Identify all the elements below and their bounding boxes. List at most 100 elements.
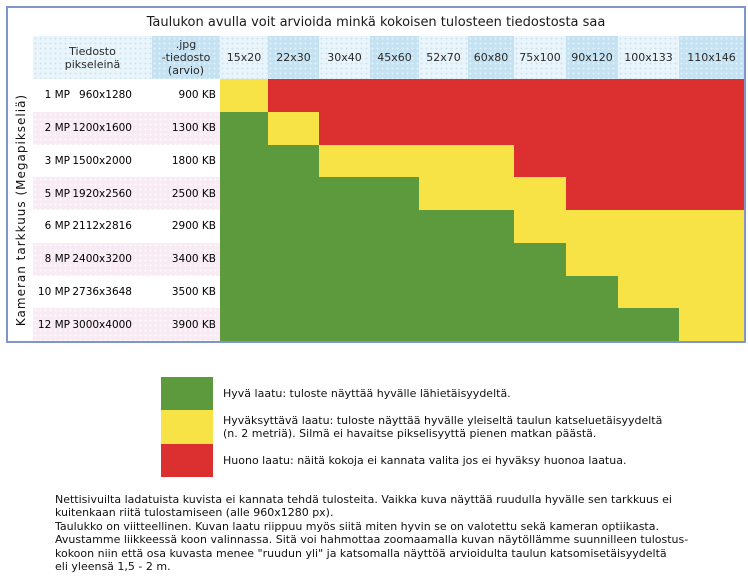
quality-cell <box>566 308 618 341</box>
quality-cell <box>419 79 468 112</box>
quality-cell <box>618 79 679 112</box>
quality-cell <box>566 177 618 210</box>
quality-cell <box>370 144 419 178</box>
table-header-row: Tiedosto pikseleinä .jpg -tiedosto (arvi… <box>8 36 744 79</box>
quality-cell <box>468 177 514 210</box>
quality-cell <box>514 242 566 276</box>
row-left-labels: 6 MP 2112x2816 2900 KB <box>33 210 220 243</box>
quality-cell <box>220 177 268 210</box>
pixels-cell: 2736x3648 <box>72 285 132 298</box>
quality-cell <box>419 111 468 145</box>
quality-cell <box>566 111 618 145</box>
header-print-sizes: 15x20 22x30 30x40 45x60 52x70 60x80 75x100 90x1… <box>220 36 744 79</box>
quality-cell <box>468 144 514 178</box>
header-spacer <box>8 36 33 79</box>
pixels-cell: 3000x4000 <box>72 318 132 331</box>
quality-cell <box>370 275 419 309</box>
footer-notes: Nettisivuilta ladatuista kuvista ei kann… <box>55 493 689 574</box>
quality-cell <box>268 275 319 309</box>
quality-cell <box>268 210 319 243</box>
quality-cell <box>679 79 744 112</box>
quality-cell <box>319 210 370 243</box>
row-left-labels: 12 MP 3000x4000 3900 KB <box>33 308 220 341</box>
legend-label: Huono laatu: näitä kokoja ei kannata val… <box>223 454 627 467</box>
quality-cell <box>319 79 370 112</box>
jpg-size-cell: 3500 KB <box>171 285 216 298</box>
jpg-size-cell: 900 KB <box>178 89 216 102</box>
table-row: 12 MP 3000x4000 3900 KB <box>8 308 744 341</box>
quality-cell <box>370 308 419 341</box>
quality-cell <box>419 177 468 210</box>
legend-swatch-R <box>161 444 213 477</box>
row-left-labels: 3 MP 1500x2000 1800 KB <box>33 145 220 178</box>
quality-cell <box>319 242 370 276</box>
quality-cell <box>268 308 319 341</box>
row-left-labels: 8 MP 2400x3200 3400 KB <box>33 242 220 276</box>
quality-cell <box>618 111 679 145</box>
header-size-15x20: 15x20 <box>220 36 268 79</box>
print-size-table: Taulukon avulla voit arvioida minkä koko… <box>6 6 746 343</box>
header-jpg-column: .jpg -tiedosto (arvio) <box>152 36 220 79</box>
jpg-size-cell: 3400 KB <box>171 253 216 266</box>
row-left-labels: 1 MP 960x1280 900 KB <box>33 79 220 112</box>
row-left-strip <box>8 242 33 276</box>
legend-swatch-Y <box>161 410 213 444</box>
jpg-size-cell: 2900 KB <box>171 220 216 233</box>
row-left-strip <box>8 111 33 145</box>
quality-cell <box>419 275 468 309</box>
table-row: 5 MP 1920x2560 2500 KB <box>8 177 744 210</box>
row-left-strip <box>8 177 33 210</box>
quality-cell <box>514 275 566 309</box>
quality-cell <box>679 177 744 210</box>
quality-cell <box>679 111 744 145</box>
quality-cell <box>220 242 268 276</box>
mp-cell: 6 MP <box>44 220 70 233</box>
quality-cell <box>220 111 268 145</box>
legend-label: Hyväksyttävä laatu: tuloste näyttää hyvä… <box>223 414 663 440</box>
legend-item: Huono laatu: näitä kokoja ei kannata val… <box>161 444 743 477</box>
row-left-strip <box>8 275 33 309</box>
mp-cell: 1 MP <box>44 89 70 102</box>
jpg-size-cell: 2500 KB <box>171 187 216 200</box>
header-size-110x146: 110x146 <box>679 36 744 79</box>
quality-cell <box>268 144 319 178</box>
quality-cell <box>468 275 514 309</box>
quality-cell <box>679 308 744 341</box>
row-left-strip <box>8 144 33 178</box>
pixels-cell: 1920x2560 <box>72 187 132 200</box>
quality-cell <box>566 210 618 243</box>
table-title: Taulukon avulla voit arvioida minkä koko… <box>146 14 606 30</box>
jpg-size-cell: 3900 KB <box>171 318 216 331</box>
quality-cell <box>319 111 370 145</box>
header-size-30x40: 30x40 <box>319 36 370 79</box>
quality-cell <box>618 144 679 178</box>
quality-cell <box>319 177 370 210</box>
quality-cell <box>419 210 468 243</box>
quality-cell <box>268 242 319 276</box>
quality-cell <box>370 242 419 276</box>
header-size-52x70: 52x70 <box>419 36 468 79</box>
row-left-strip <box>8 210 33 243</box>
quality-cell <box>268 111 319 145</box>
quality-cell <box>370 79 419 112</box>
quality-cell <box>514 210 566 243</box>
quality-cell <box>514 144 566 178</box>
header-size-45x60: 45x60 <box>370 36 419 79</box>
jpg-size-cell: 1800 KB <box>171 154 216 167</box>
quality-cell <box>370 210 419 243</box>
header-size-75x100: 75x100 <box>514 36 566 79</box>
quality-cell <box>618 308 679 341</box>
quality-cell <box>319 308 370 341</box>
quality-cell <box>566 275 618 309</box>
legend-label: Hyvä laatu: tuloste näyttää hyvälle lähi… <box>223 387 511 400</box>
quality-cell <box>419 144 468 178</box>
table-body: Kameran tarkkuus (Megapikseliä) 1 MP 960x… <box>8 79 744 341</box>
quality-cell <box>220 308 268 341</box>
quality-cell <box>268 177 319 210</box>
quality-cell <box>319 144 370 178</box>
quality-cell <box>679 275 744 309</box>
quality-cell <box>566 242 618 276</box>
row-left-labels: 5 MP 1920x2560 2500 KB <box>33 177 220 210</box>
quality-cell <box>679 144 744 178</box>
table-row: 10 MP 2736x3648 3500 KB <box>8 275 744 309</box>
